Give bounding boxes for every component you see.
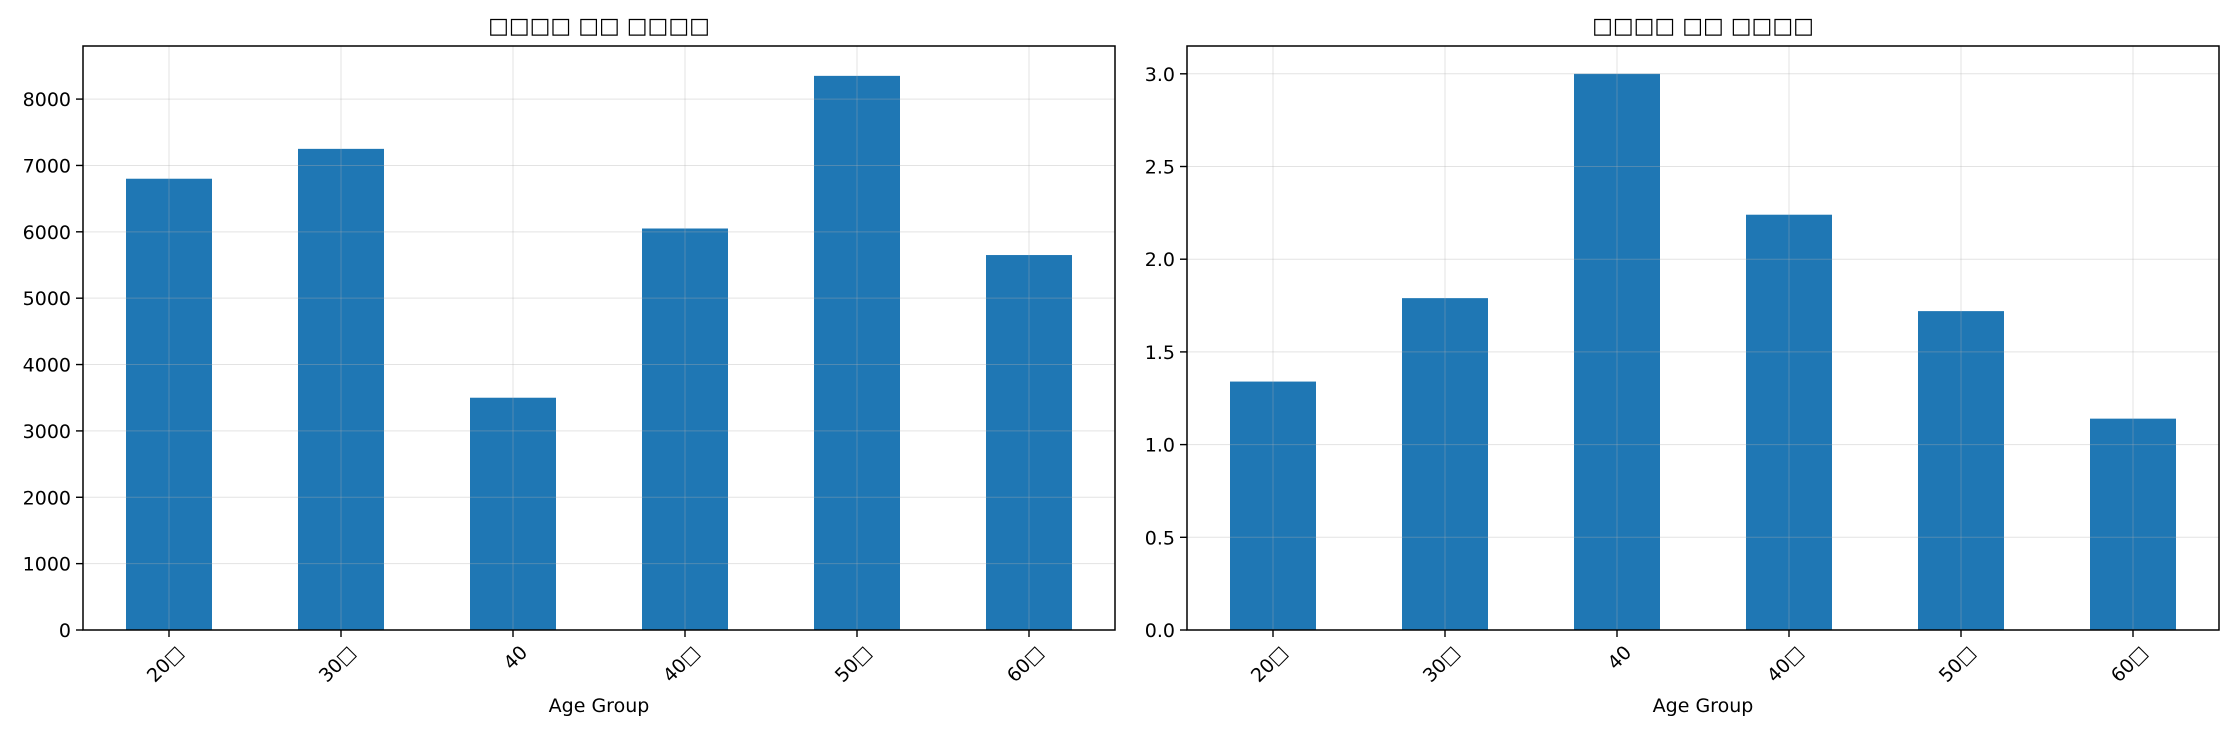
bar-4 [814,75,900,630]
bar-3 [642,228,728,630]
x-tick-label: 40 [499,642,532,675]
chart-title: □□□□ □□ □□□□ [1592,14,1814,39]
y-tick-label: 1.0 [1145,435,1175,457]
y-tick-label: 1.5 [1145,342,1175,364]
y-tick-label: 7000 [23,155,71,177]
axes-frame [82,45,1116,631]
bar-5 [2090,418,2176,630]
bar-1 [1402,298,1488,630]
bar-3 [1746,214,1832,630]
y-tick-label: 0.5 [1145,527,1175,549]
y-tick-label: 0 [59,620,71,642]
chart-title: □□□□ □□ □□□□ [488,14,710,39]
y-tick-label: 2.0 [1145,249,1175,271]
y-tick-label: 0.0 [1145,620,1175,642]
x-tick-label: 60□ [1003,642,1048,687]
left-chart: 0 1000 2000 3000 4000 5000 6000 7000 8000 20□ 30□ 4… [23,14,1116,717]
bar-2 [1574,73,1660,631]
bar-5 [986,255,1072,630]
bar-0 [126,178,212,630]
y-tick-label: 3000 [23,421,71,443]
x-axis-label: Age Group [549,695,650,717]
y-tick-label: 2.5 [1145,157,1175,179]
x-tick-label: 30□ [315,642,360,687]
x-tick-label: 20□ [143,642,188,687]
x-tick-label: 40□ [659,642,704,687]
x-tick-label: 50□ [1935,642,1980,687]
bar-4 [1918,311,2004,630]
x-tick-label: 40 [1603,642,1636,675]
y-tick-label: 4000 [23,355,71,377]
bar-0 [1230,381,1316,630]
right-chart: 0.0 0.5 1.0 1.5 2.0 2.5 3.0 20□ 30□ 40 40□ 50□ 60□ □□… [1145,14,2220,717]
x-axis-label: Age Group [1653,695,1754,717]
bar-2 [470,397,556,630]
y-tick-label: 5000 [23,288,71,310]
x-tick-label: 30□ [1419,642,1464,687]
x-tick-label: 20□ [1247,642,1292,687]
bar-1 [298,148,384,630]
y-tick-label: 8000 [23,89,71,111]
y-tick-label: 1000 [23,554,71,576]
y-tick-label: 2000 [23,487,71,509]
y-tick-label: 6000 [23,222,71,244]
axes-frame [1186,45,2220,631]
x-tick-label: 40□ [1763,642,1808,687]
x-tick-label: 50□ [831,642,876,687]
y-tick-label: 3.0 [1145,64,1175,86]
x-tick-label: 60□ [2107,642,2152,687]
